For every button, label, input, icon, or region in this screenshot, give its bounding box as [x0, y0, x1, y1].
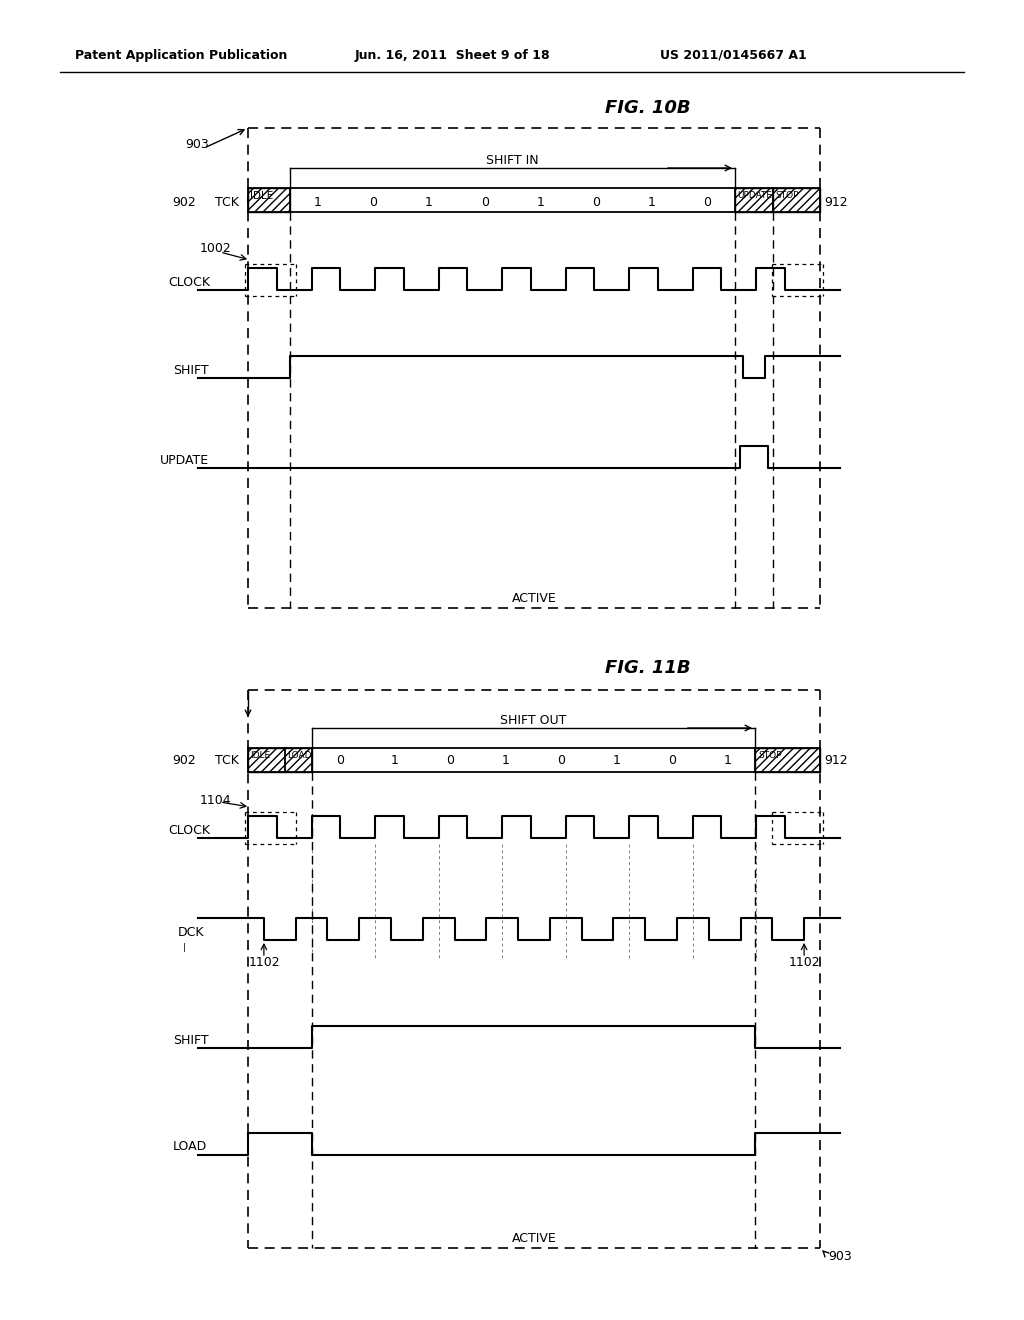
Text: 1102: 1102 [790, 956, 821, 969]
Text: ACTIVE: ACTIVE [512, 591, 556, 605]
Text: 0: 0 [446, 754, 455, 767]
Text: 1002: 1002 [200, 242, 231, 255]
Text: IDLE: IDLE [250, 191, 273, 201]
Text: 0: 0 [668, 754, 676, 767]
Text: FIG. 11B: FIG. 11B [605, 659, 691, 677]
Text: SHIFT IN: SHIFT IN [485, 153, 539, 166]
Text: 1104: 1104 [200, 793, 231, 807]
Text: 0: 0 [557, 754, 565, 767]
Text: TCK: TCK [215, 754, 239, 767]
Text: US 2011/0145667 A1: US 2011/0145667 A1 [660, 49, 807, 62]
Text: UPDATE: UPDATE [737, 191, 772, 201]
Text: CLOCK: CLOCK [168, 824, 210, 837]
Text: IDLE: IDLE [250, 751, 270, 760]
Text: SHIFT: SHIFT [173, 1034, 209, 1047]
Text: 1: 1 [314, 195, 322, 209]
Text: DCK: DCK [178, 925, 205, 939]
Text: CLOCK: CLOCK [168, 276, 210, 289]
Text: 1: 1 [723, 754, 731, 767]
Text: LOAD: LOAD [287, 751, 311, 760]
Text: 903: 903 [828, 1250, 852, 1262]
Text: STOP: STOP [775, 191, 799, 201]
Text: STOP: STOP [758, 751, 781, 760]
Text: 912: 912 [824, 195, 848, 209]
Text: 1: 1 [537, 195, 544, 209]
Bar [773, 187, 820, 213]
Text: 903: 903 [185, 139, 209, 152]
Text: 0: 0 [370, 195, 378, 209]
Text: 1: 1 [391, 754, 399, 767]
Text: 1: 1 [502, 754, 510, 767]
Bar [248, 748, 312, 772]
Text: SHIFT: SHIFT [173, 363, 209, 376]
Text: 0: 0 [480, 195, 488, 209]
Text: UPDATE: UPDATE [160, 454, 209, 466]
Text: 902: 902 [172, 195, 196, 209]
Text: Patent Application Publication: Patent Application Publication [75, 49, 288, 62]
Bar [755, 748, 820, 772]
Text: |: | [183, 942, 186, 952]
Bar [735, 187, 773, 213]
Text: 902: 902 [172, 754, 196, 767]
Text: 1: 1 [647, 195, 655, 209]
Text: 1: 1 [612, 754, 621, 767]
Text: ACTIVE: ACTIVE [512, 1232, 556, 1245]
Text: 912: 912 [824, 754, 848, 767]
Text: TCK: TCK [215, 195, 239, 209]
Text: Jun. 16, 2011  Sheet 9 of 18: Jun. 16, 2011 Sheet 9 of 18 [355, 49, 551, 62]
Text: 0: 0 [592, 195, 600, 209]
Text: LOAD: LOAD [173, 1140, 207, 1154]
Text: SHIFT OUT: SHIFT OUT [500, 714, 566, 726]
Text: 0: 0 [336, 754, 344, 767]
Text: 0: 0 [703, 195, 712, 209]
Text: 1: 1 [425, 195, 433, 209]
Text: FIG. 10B: FIG. 10B [605, 99, 691, 117]
Bar [248, 187, 290, 213]
Text: 1102: 1102 [249, 956, 281, 969]
